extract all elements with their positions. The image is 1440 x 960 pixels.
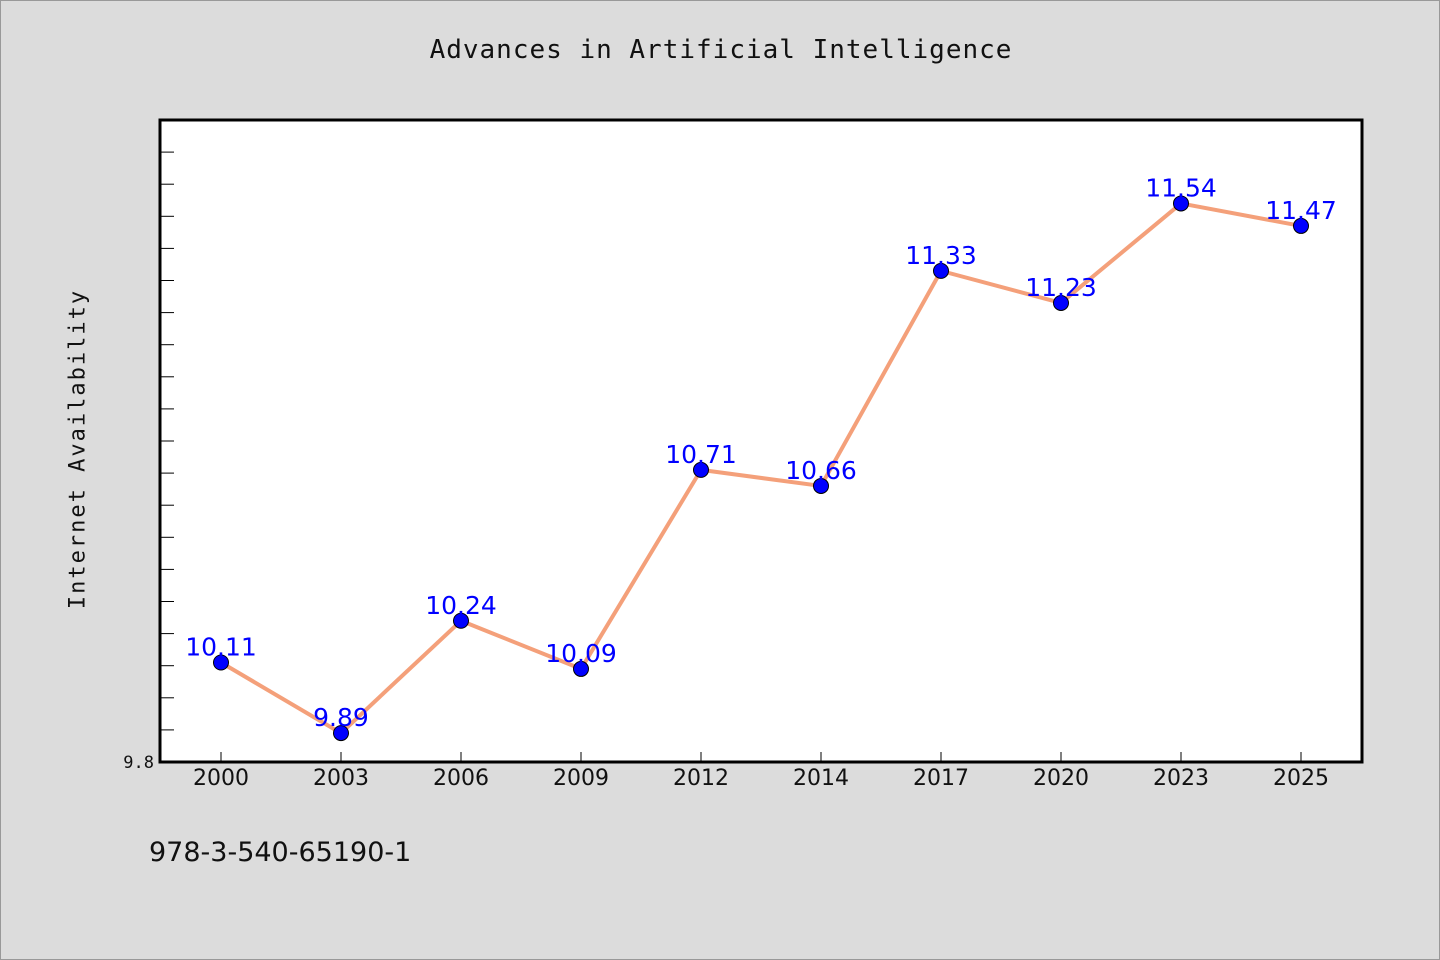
x-tick-label: 2020: [1033, 766, 1089, 791]
data-point: [933, 262, 949, 279]
series-lines: [219, 201, 1302, 736]
footer-code: 978-3-540-65190-1: [149, 837, 412, 868]
data-label: 11.33: [905, 241, 977, 270]
data-point: [1173, 195, 1189, 212]
chart-title: Advances in Artificial Intelligence: [429, 35, 1013, 65]
data-point: [1053, 294, 1069, 311]
data-label: 11.23: [1025, 273, 1097, 302]
markers: [213, 195, 1309, 742]
series-line: [219, 201, 1302, 736]
plot-area: [158, 118, 1364, 764]
data-label: 10.24: [425, 591, 497, 620]
data-point: [1293, 217, 1309, 234]
x-tick-label: 2009: [553, 766, 609, 791]
x-tick-label: 2003: [313, 766, 369, 791]
data-label: 10.09: [545, 639, 617, 668]
data-point: [573, 660, 589, 677]
x-tick-label: 2000: [193, 766, 249, 791]
data-label: 10.11: [185, 632, 257, 661]
data-point: [693, 461, 709, 478]
data-point: [813, 477, 829, 494]
data-labels: 10.11 9.89 10.24 10.09 10.71 10.66 11.33 11.23 1…: [185, 173, 1337, 732]
x-ticks: 2000 2003 2006 2009 2012 2014 2017 2020 2023 2025: [193, 752, 1329, 791]
x-tick-label: 2014: [793, 766, 849, 791]
x-tick-label: 2023: [1153, 766, 1209, 791]
data-label: 10.66: [785, 456, 857, 485]
data-label: 11.54: [1145, 173, 1217, 202]
data-point: [213, 654, 229, 671]
data-label: 9.89: [313, 703, 369, 732]
x-tick-label: 2025: [1273, 766, 1329, 791]
data-label: 10.71: [665, 440, 737, 469]
x-tick-label: 2017: [913, 766, 969, 791]
x-tick-label: 2012: [673, 766, 729, 791]
data-point: [333, 725, 349, 742]
y-tick-label: 9.8: [123, 753, 154, 773]
data-point: [453, 612, 469, 629]
y-ticks: 9.8: [123, 151, 174, 773]
x-tick-label: 2006: [433, 766, 489, 791]
data-label: 11.47: [1265, 196, 1337, 225]
